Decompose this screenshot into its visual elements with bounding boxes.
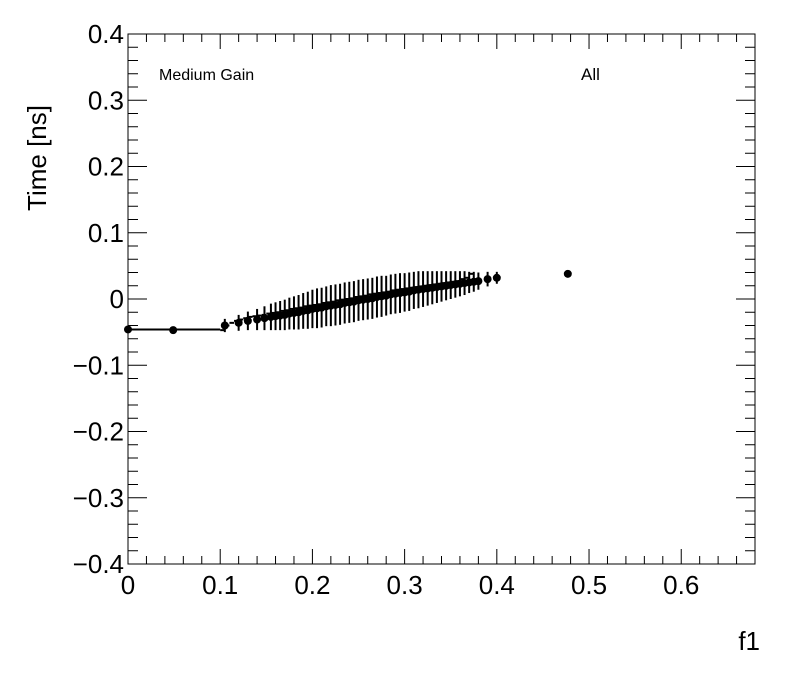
- y-tick-labels: −0.4 −0.3 −0.2 −0.1 0 0.1 0.2 0.3 0.4: [73, 19, 124, 579]
- x-axis-label: f1: [738, 626, 760, 656]
- y-tick-label: 0.1: [88, 218, 124, 248]
- data-marks: [124, 269, 572, 335]
- x-tick-labels: 0 0.1 0.2 0.3 0.4 0.5 0.6: [121, 570, 700, 600]
- x-tick-label: 0.5: [571, 570, 607, 600]
- data-point: [169, 326, 178, 335]
- x-tick-label: 0.1: [202, 570, 238, 600]
- y-axis-label: Time [ns]: [22, 105, 52, 211]
- data-point: [220, 321, 229, 330]
- y-tick-label: 0.2: [88, 152, 124, 182]
- x-tick-label: 0.2: [294, 570, 330, 600]
- annotation-left: Medium Gain: [159, 67, 254, 84]
- data-point: [492, 273, 501, 282]
- x-tick-label: 0.6: [663, 570, 699, 600]
- axis-ticks: [127, 33, 756, 565]
- data-point: [474, 277, 483, 286]
- x-tick-label: 0.4: [479, 570, 515, 600]
- annotation-right: All: [581, 65, 600, 84]
- y-tick-label: −0.1: [73, 350, 124, 380]
- data-point: [483, 275, 492, 284]
- y-tick-label: 0.4: [88, 19, 124, 49]
- y-tick-label: −0.3: [73, 483, 124, 513]
- y-tick-label: −0.2: [73, 417, 124, 447]
- data-point: [260, 314, 269, 323]
- data-point: [563, 269, 572, 278]
- data-point: [253, 315, 262, 324]
- y-tick-label: 0: [110, 284, 124, 314]
- data-point: [124, 325, 132, 334]
- x-tick-label: 0: [121, 570, 135, 600]
- x-tick-label: 0.3: [387, 570, 423, 600]
- y-tick-label: 0.3: [88, 85, 124, 115]
- y-tick-label: −0.4: [73, 549, 124, 579]
